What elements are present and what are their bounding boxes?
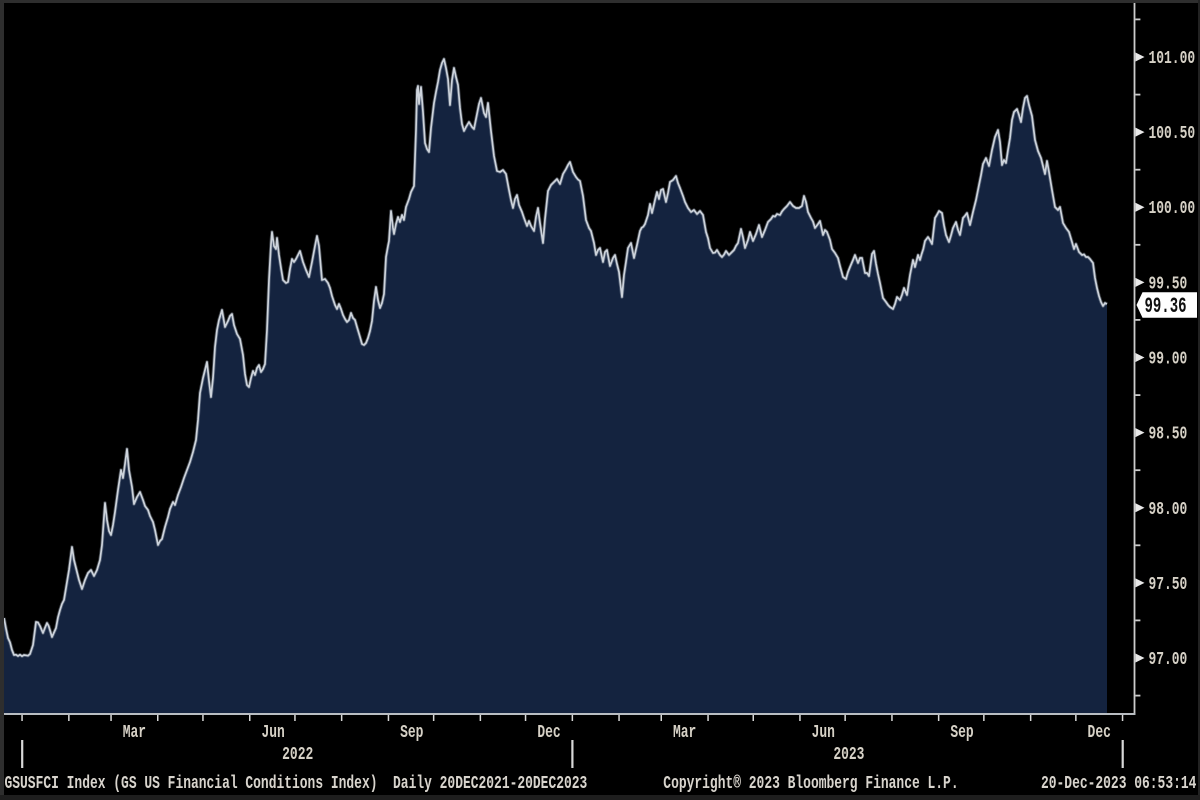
svg-text:100.00: 100.00 [1149,199,1196,219]
svg-text:2023: 2023 [833,745,864,765]
svg-text:97.50: 97.50 [1149,575,1188,595]
svg-text:GSUSFCI Index (GS US Financial: GSUSFCI Index (GS US Financial Condition… [5,774,588,794]
svg-text:20-Dec-2023 06:53:14: 20-Dec-2023 06:53:14 [1041,774,1197,794]
svg-text:98.00: 98.00 [1149,500,1188,520]
svg-text:99.00: 99.00 [1149,350,1188,370]
svg-text:Mar: Mar [123,723,146,743]
svg-text:Sep: Sep [400,723,423,743]
svg-text:99.50: 99.50 [1149,274,1188,294]
svg-text:100.50: 100.50 [1149,124,1196,144]
svg-text:97.00: 97.00 [1149,650,1188,670]
svg-text:Jun: Jun [261,723,284,743]
svg-text:Dec: Dec [1088,723,1111,743]
svg-text:2022: 2022 [282,745,313,765]
svg-text:Copyright® 2023 Bloomberg Fina: Copyright® 2023 Bloomberg Finance L.P. [663,774,958,794]
svg-text:101.00: 101.00 [1149,49,1196,69]
svg-text:Mar: Mar [673,723,696,743]
svg-text:Dec: Dec [537,723,560,743]
svg-text:Jun: Jun [812,723,835,743]
svg-text:98.50: 98.50 [1149,425,1188,445]
svg-text:Sep: Sep [950,723,973,743]
svg-text:99.36: 99.36 [1145,294,1187,319]
